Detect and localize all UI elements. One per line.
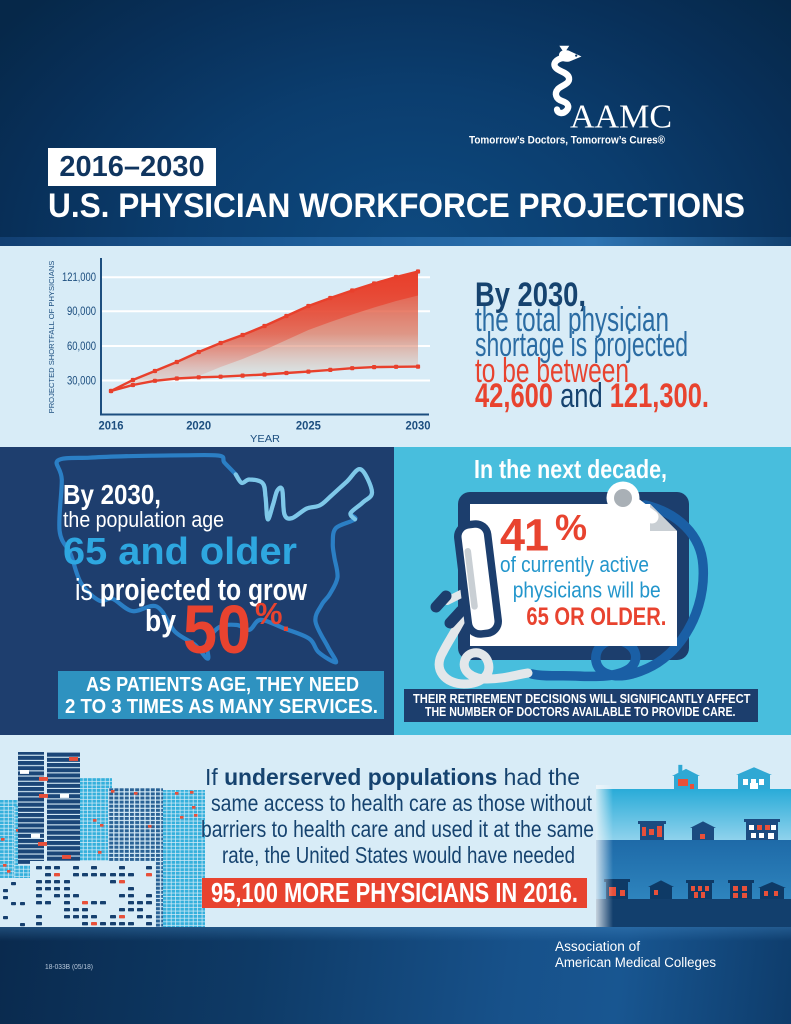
svg-text:2016: 2016 xyxy=(99,419,124,433)
svg-text:65 OR OLDER.: 65 OR OLDER. xyxy=(526,603,666,631)
svg-text:%: % xyxy=(555,507,587,548)
svg-text:PROJECTED SHORTFALL OF PHYSICI: PROJECTED SHORTFALL OF PHYSICIANS xyxy=(47,261,56,414)
svg-text:YEAR: YEAR xyxy=(250,434,280,445)
svg-text:of currently active: of currently active xyxy=(500,552,649,577)
svg-text:AAMC: AAMC xyxy=(570,99,672,136)
svg-text:30,000: 30,000 xyxy=(67,373,96,387)
svg-text:Tomorrow’s Doctors, Tomorrow’s: Tomorrow’s Doctors, Tomorrow’s Cures® xyxy=(469,135,666,147)
svg-text:2030: 2030 xyxy=(406,419,431,433)
svg-text:physicians will be: physicians will be xyxy=(513,578,661,603)
svg-text:60,000: 60,000 xyxy=(67,339,96,353)
svg-text:90,000: 90,000 xyxy=(67,304,96,318)
svg-text:2025: 2025 xyxy=(296,419,321,433)
svg-text:121,000: 121,000 xyxy=(62,270,96,284)
svg-text:41: 41 xyxy=(500,510,549,561)
svg-text:2020: 2020 xyxy=(186,419,211,433)
